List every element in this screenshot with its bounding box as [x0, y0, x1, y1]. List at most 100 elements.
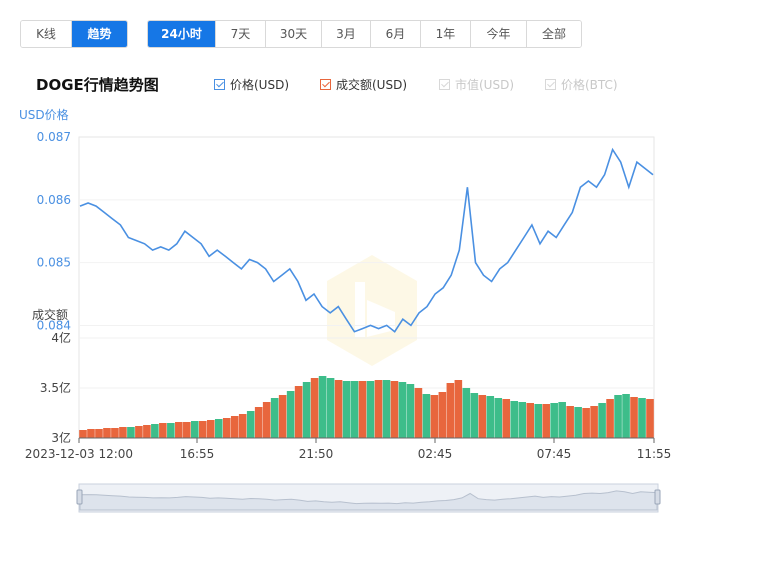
volume-bar — [614, 395, 622, 438]
volume-bar — [238, 414, 247, 438]
tab-24h[interactable]: 24小时 — [148, 21, 216, 47]
volume-bar — [222, 418, 231, 438]
volume-bar — [438, 392, 447, 438]
checkbox-icon — [320, 79, 331, 90]
volume-bar — [87, 429, 95, 438]
volume-bar — [510, 401, 519, 438]
volume-tick-label: 4亿 — [51, 330, 71, 345]
volume-bar — [294, 386, 303, 438]
volume-bar — [462, 388, 471, 438]
price-tick-label: 0.087 — [37, 130, 71, 144]
volume-bar — [470, 393, 479, 438]
x-tick-label: 21:50 — [299, 447, 334, 461]
volume-bar — [598, 403, 606, 438]
tab-30d[interactable]: 30天 — [266, 21, 322, 47]
x-tick-label: 07:45 — [537, 447, 572, 461]
volume-bar — [183, 422, 191, 438]
volume-bar — [590, 406, 598, 438]
volume-bar — [95, 429, 103, 438]
checkbox-icon — [439, 79, 450, 90]
volume-bar — [334, 380, 343, 438]
volume-bar — [574, 407, 582, 438]
legend-price-usd[interactable]: 价格(USD) — [214, 76, 289, 93]
volume-bar — [310, 378, 319, 438]
volume-tick-label: 3亿 — [51, 430, 71, 445]
volume-bar — [646, 399, 654, 438]
volume-bar — [151, 424, 159, 438]
volume-bar — [630, 397, 638, 438]
tab-kline[interactable]: K线 — [21, 21, 72, 47]
legend-label: 价格(BTC) — [561, 78, 618, 92]
volume-bar — [358, 381, 367, 438]
x-tick-label: 16:55 — [180, 447, 215, 461]
volume-bar — [534, 404, 542, 438]
navigator-right-handle[interactable] — [654, 489, 661, 505]
volume-bar — [366, 381, 375, 438]
tab-ytd[interactable]: 今年 — [471, 21, 527, 47]
volume-bar — [159, 423, 167, 438]
volume-axis-label: 成交额 — [32, 307, 68, 322]
volume-bars — [79, 376, 654, 438]
volume-bar — [390, 381, 399, 438]
price-series-line — [79, 147, 654, 333]
volume-bar — [558, 402, 566, 438]
volume-bar — [246, 411, 255, 438]
volume-bar — [414, 388, 423, 438]
tab-trend[interactable]: 趋势 — [72, 21, 127, 47]
volume-bar — [542, 404, 550, 438]
legend-label: 市值(USD) — [455, 78, 515, 92]
volume-bar — [302, 382, 311, 438]
price-tick-label: 0.085 — [37, 256, 71, 270]
tab-all[interactable]: 全部 — [527, 21, 581, 47]
legend-volume-usd[interactable]: 成交额(USD) — [320, 76, 407, 93]
volume-bar — [494, 398, 503, 438]
tab-3m[interactable]: 3月 — [322, 21, 371, 47]
volume-bar — [446, 383, 455, 438]
tab-1y[interactable]: 1年 — [421, 21, 471, 47]
price-grid — [79, 199, 654, 326]
volume-bar — [167, 423, 175, 438]
volume-bar — [206, 420, 215, 438]
legend-price-btc[interactable]: 价格(BTC) — [545, 76, 618, 93]
volume-bar — [502, 399, 511, 438]
x-axis-ticks: 2023-12-03 12:00 16:55 21:50 02:45 07:45 11:5… — [25, 438, 671, 461]
volume-bar — [318, 376, 327, 438]
volume-bar — [398, 382, 407, 438]
volume-bar — [191, 421, 199, 438]
volume-bar — [566, 406, 574, 438]
volume-bar — [198, 421, 207, 438]
volume-bar — [79, 430, 87, 438]
navigator-preview-line — [79, 490, 658, 511]
volume-bar — [111, 428, 119, 438]
volume-bar — [254, 407, 263, 438]
legend-marketcap-usd[interactable]: 市值(USD) — [439, 76, 514, 93]
volume-bar — [103, 428, 111, 438]
navigator-left-handle[interactable] — [76, 489, 83, 505]
tab-6m[interactable]: 6月 — [371, 21, 421, 47]
checkbox-icon — [214, 79, 225, 90]
volume-bar — [606, 399, 614, 438]
x-tick-label: 11:55 — [637, 447, 672, 461]
volume-bar — [486, 396, 495, 438]
volume-grid — [79, 337, 654, 389]
x-tick-label: 2023-12-03 12:00 — [25, 447, 133, 461]
chart-title: DOGE行情趋势图 — [36, 76, 159, 94]
volume-bar — [214, 419, 223, 438]
volume-bar — [326, 378, 335, 438]
volume-bar — [550, 403, 558, 438]
volume-bar — [342, 381, 351, 438]
volume-bar — [119, 427, 127, 438]
checkbox-icon — [545, 79, 556, 90]
volume-bar — [382, 380, 391, 438]
legend-label: 成交额(USD) — [336, 78, 408, 92]
tab-7d[interactable]: 7天 — [216, 21, 266, 47]
volume-bar — [422, 394, 431, 438]
volume-bar — [582, 408, 590, 438]
price-axis-ticks: 0.087 0.086 0.085 0.084 — [37, 130, 71, 332]
price-tick-label: 0.086 — [37, 193, 71, 207]
volume-bar — [622, 394, 630, 438]
volume-bar — [374, 380, 383, 438]
volume-bar — [135, 426, 143, 438]
volume-bar — [278, 395, 287, 438]
